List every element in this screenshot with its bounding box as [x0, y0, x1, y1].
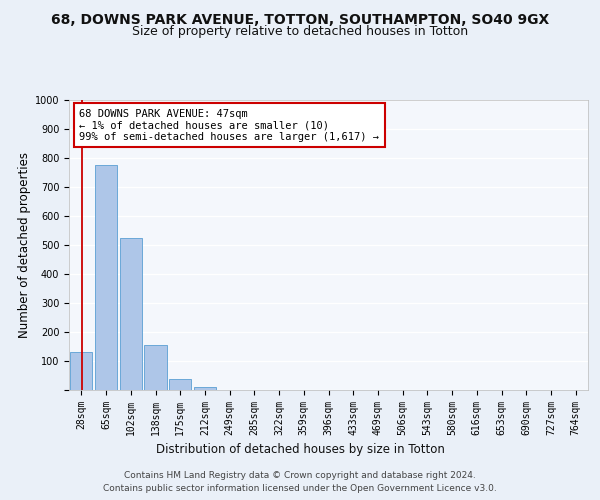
Text: 68, DOWNS PARK AVENUE, TOTTON, SOUTHAMPTON, SO40 9GX: 68, DOWNS PARK AVENUE, TOTTON, SOUTHAMPT…	[51, 12, 549, 26]
Text: Size of property relative to detached houses in Totton: Size of property relative to detached ho…	[132, 25, 468, 38]
Bar	[194, 387, 216, 390]
Text: Distribution of detached houses by size in Totton: Distribution of detached houses by size …	[155, 442, 445, 456]
Bar	[145, 345, 167, 390]
Bar	[119, 238, 142, 390]
Text: 68 DOWNS PARK AVENUE: 47sqm
← 1% of detached houses are smaller (10)
99% of semi: 68 DOWNS PARK AVENUE: 47sqm ← 1% of deta…	[79, 108, 379, 142]
Bar	[70, 352, 92, 390]
Bar	[169, 380, 191, 390]
Text: Contains HM Land Registry data © Crown copyright and database right 2024.: Contains HM Land Registry data © Crown c…	[124, 471, 476, 480]
Bar	[95, 166, 117, 390]
Y-axis label: Number of detached properties: Number of detached properties	[17, 152, 31, 338]
Text: Contains public sector information licensed under the Open Government Licence v3: Contains public sector information licen…	[103, 484, 497, 493]
